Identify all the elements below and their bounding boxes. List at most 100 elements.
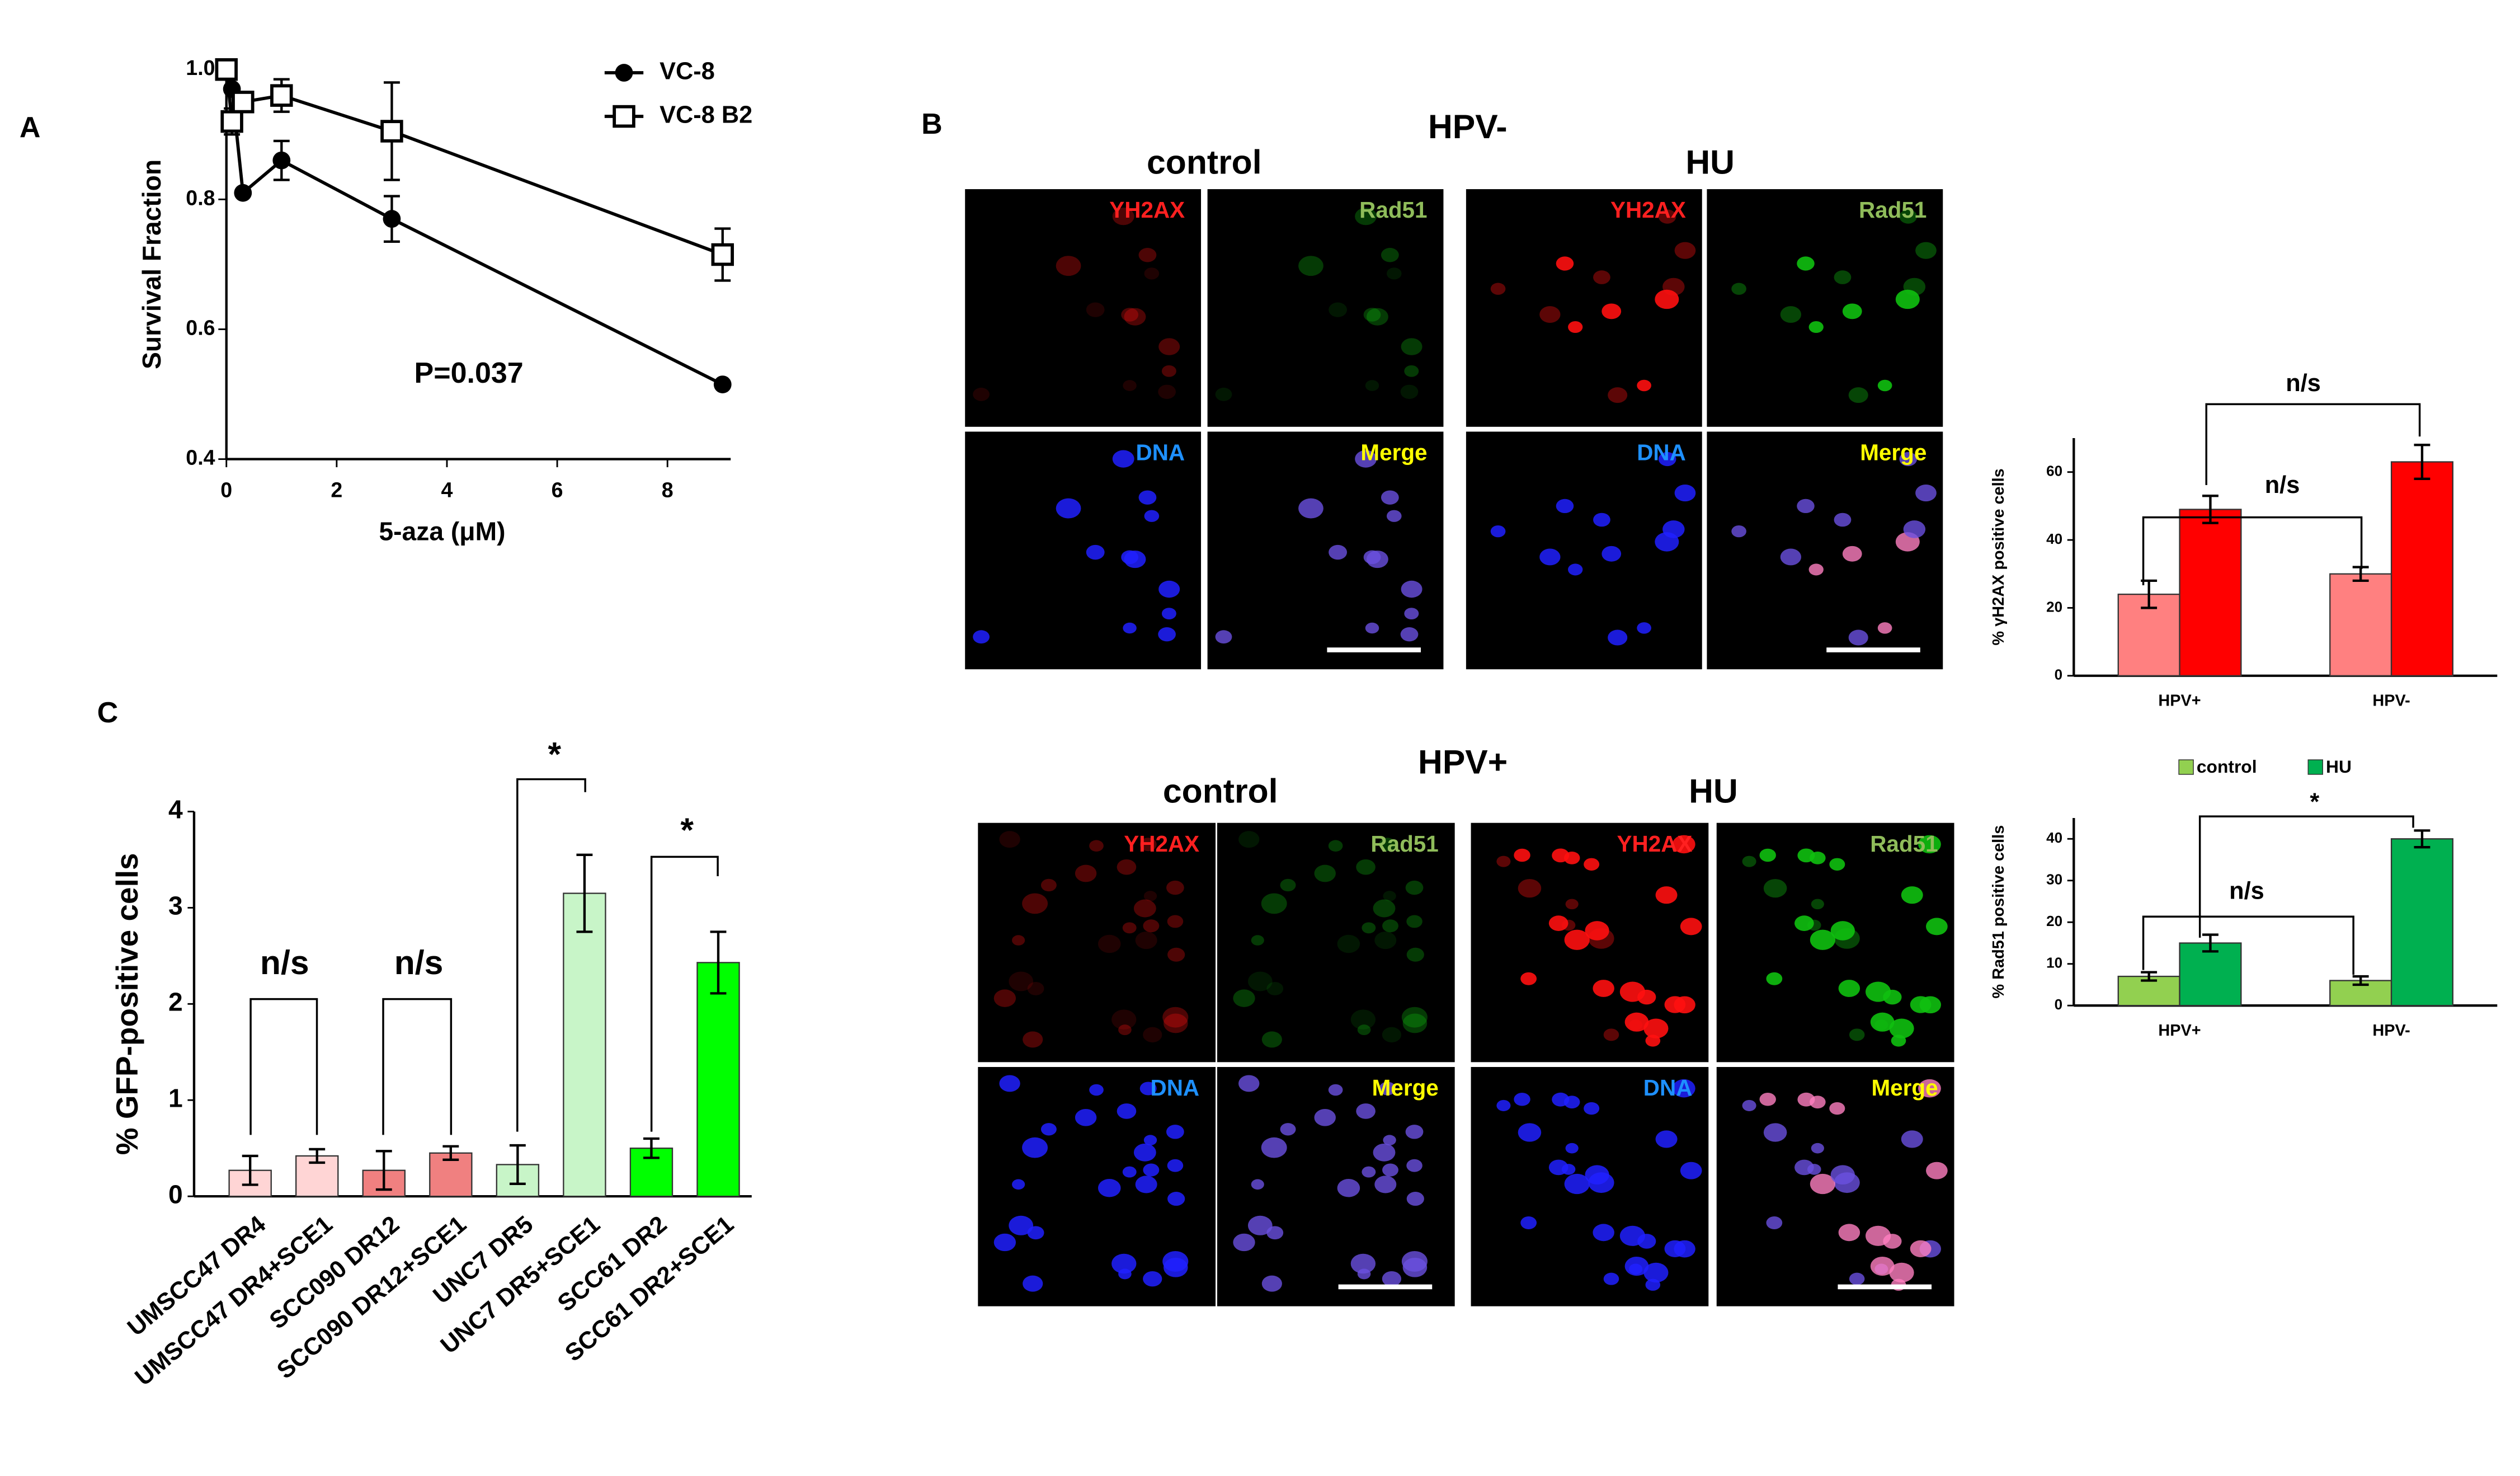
cell (1382, 1163, 1398, 1177)
y-tick-label: 30 (2046, 871, 2062, 888)
cell (1848, 387, 1868, 403)
cell (1842, 303, 1862, 319)
cell (993, 989, 1016, 1007)
cell (1298, 256, 1323, 276)
cell (1366, 308, 1388, 326)
cell (1266, 1226, 1284, 1240)
annotation: n/s (260, 943, 309, 981)
bracket (2198, 815, 2414, 938)
cell (1766, 1216, 1783, 1229)
cell (1009, 1215, 1034, 1235)
cell (1763, 1123, 1787, 1142)
error-bar (643, 1137, 660, 1159)
cell (1400, 384, 1419, 399)
y-tick-label: 0 (2055, 996, 2062, 1013)
marker (234, 184, 252, 202)
legend-swatch (2307, 759, 2323, 775)
legend-marker (615, 64, 633, 82)
cell (1910, 996, 1932, 1013)
bar (2179, 942, 2242, 1007)
cell (1112, 450, 1134, 468)
error-bar (710, 930, 727, 995)
cell (1144, 267, 1160, 280)
legend-swatch (2178, 759, 2194, 775)
cell (1365, 622, 1379, 634)
cell (1518, 1123, 1542, 1142)
cell (1674, 484, 1696, 502)
cell (1901, 1130, 1923, 1148)
bar (2390, 838, 2454, 1007)
cell (1731, 283, 1746, 295)
micrograph-tile (965, 189, 1202, 427)
channel-label: DNA (1643, 1075, 1693, 1101)
cell (1903, 520, 1926, 538)
cell (1624, 1012, 1649, 1032)
cell (1918, 1079, 1941, 1098)
bar (2329, 573, 2392, 676)
y-tick-label: 0.6 (186, 316, 215, 339)
cell (1162, 1007, 1189, 1028)
channel-label: Rad51 (1870, 831, 1938, 857)
cell (1664, 1240, 1686, 1257)
cell (1645, 1035, 1661, 1047)
cell (1009, 971, 1034, 991)
cell (1238, 1075, 1260, 1092)
cell (1261, 893, 1287, 914)
y-axis-label: % γH2AX positive cells (1990, 468, 2008, 645)
cell (1381, 490, 1399, 505)
bar (2179, 509, 2242, 676)
channel-label: Rad51 (1370, 831, 1438, 857)
marker (215, 58, 238, 81)
cell (1215, 630, 1232, 644)
cell (1593, 513, 1610, 527)
cell (1161, 365, 1176, 377)
cell (1619, 1225, 1645, 1246)
error-bar (242, 1154, 258, 1186)
y-axis-label: % Rad51 positive cells (1990, 825, 2008, 999)
cell (1797, 499, 1815, 514)
cell (1280, 878, 1296, 892)
condition-label: HU (1685, 143, 1735, 181)
cell (1548, 1159, 1568, 1176)
micrograph-tile (978, 822, 1216, 1063)
cell (1797, 1092, 1815, 1107)
cell (1329, 544, 1348, 560)
cell (1915, 242, 1937, 259)
cell (1808, 321, 1824, 333)
cell (1608, 387, 1628, 403)
cell (1608, 629, 1628, 646)
cell (1261, 1137, 1287, 1158)
cell (1355, 450, 1377, 468)
cell (1520, 972, 1537, 985)
cell (1144, 510, 1160, 522)
y-tick-label: 10 (2046, 955, 2062, 971)
bracket (2205, 403, 2421, 485)
cell (1602, 303, 1622, 319)
marker (713, 375, 732, 394)
cell (1123, 622, 1137, 634)
cell (1139, 838, 1157, 852)
cell (1012, 1179, 1025, 1190)
cell (1585, 921, 1609, 941)
cell (1363, 308, 1381, 322)
cell (1383, 891, 1396, 901)
cell (1870, 1012, 1895, 1032)
cell (1565, 1143, 1579, 1154)
cell (1381, 248, 1399, 262)
error-bar (375, 1150, 392, 1191)
cell (1556, 499, 1574, 514)
channel-label: Merge (1860, 440, 1926, 466)
cell (1658, 209, 1676, 224)
cell (1383, 1135, 1396, 1146)
cell (1247, 971, 1273, 991)
cell (1143, 1027, 1162, 1043)
cell (1086, 302, 1105, 317)
y-tick-label: 1.0 (186, 56, 215, 79)
cell (1328, 840, 1343, 852)
cell (1023, 1275, 1043, 1292)
cell (1849, 1272, 1865, 1285)
error-bar (2202, 933, 2218, 953)
cell (1662, 278, 1685, 296)
cell (1565, 899, 1579, 910)
